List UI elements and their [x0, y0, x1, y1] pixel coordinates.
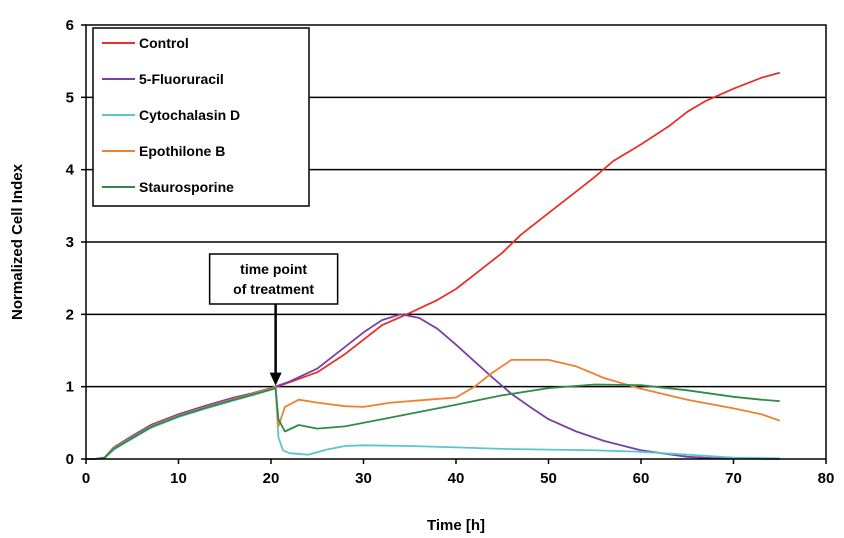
x-tick-label: 80 [818, 470, 835, 487]
annotation-box [208, 253, 339, 305]
series-layer [86, 71, 781, 460]
series-line-5-fluoruracil [86, 313, 780, 460]
annotation-arrow-head [269, 372, 282, 386]
legend-box [92, 27, 310, 207]
legend-label: 5-Fluoruracil [139, 71, 224, 87]
x-tick-label: 20 [263, 470, 280, 487]
y-tick-label: 4 [66, 162, 75, 179]
annotation-text: of treatment [233, 281, 314, 297]
legend-label: Staurosporine [139, 179, 234, 195]
y-tick-label: 6 [66, 17, 74, 34]
x-tick-label: 10 [170, 470, 187, 487]
x-tick-label: 30 [355, 470, 372, 487]
treatment-annotation: time point of treatment [208, 253, 339, 386]
y-axis-title: Normalized Cell Index [9, 163, 26, 320]
y-tick-label: 3 [66, 234, 74, 251]
y-tick-label: 2 [66, 306, 74, 323]
legend: Control 5-Fluoruracil Cytochalasin D Epothi… [92, 27, 310, 207]
x-tick-label: 50 [540, 470, 557, 487]
annotation-text: time point [240, 261, 307, 277]
legend-label: Epothilone B [139, 143, 225, 159]
y-axis-ticks: 0 1 2 3 4 5 6 [66, 17, 86, 468]
x-tick-label: 40 [448, 470, 465, 487]
legend-label: Cytochalasin D [139, 107, 240, 123]
y-tick-label: 0 [66, 451, 74, 468]
series-line-staurosporine [86, 383, 780, 460]
y-tick-label: 5 [66, 89, 74, 106]
x-axis-title: Time [h] [427, 517, 485, 534]
legend-label: Control [139, 35, 189, 51]
y-tick-label: 1 [66, 379, 74, 396]
x-tick-label: 0 [82, 470, 90, 487]
x-axis-ticks: 0 10 20 30 40 50 60 70 80 [82, 459, 835, 487]
x-tick-label: 60 [633, 470, 650, 487]
x-tick-label: 70 [725, 470, 742, 487]
